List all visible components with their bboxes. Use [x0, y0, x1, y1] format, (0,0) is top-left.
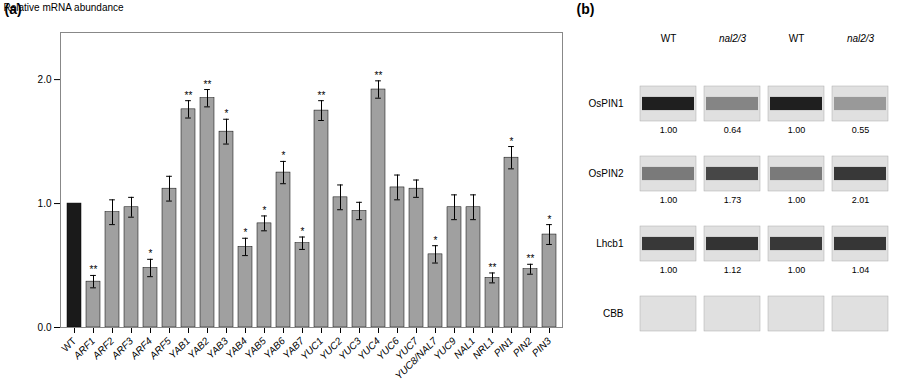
svg-text:*: * — [282, 150, 286, 161]
svg-text:0.55: 0.55 — [852, 124, 870, 134]
svg-text:YUC7: YUC7 — [393, 335, 421, 362]
svg-text:**: ** — [185, 90, 193, 101]
svg-text:YUC3: YUC3 — [336, 335, 364, 362]
svg-text:YAB7: YAB7 — [280, 335, 307, 361]
svg-text:PIN2: PIN2 — [511, 335, 535, 359]
svg-text:nal2/3: nal2/3 — [847, 33, 875, 44]
svg-text:1.00: 1.00 — [660, 124, 678, 134]
svg-text:OsPIN1: OsPIN1 — [588, 98, 623, 109]
svg-text:*: * — [225, 108, 229, 119]
svg-text:*: * — [263, 205, 267, 216]
svg-text:YAB5: YAB5 — [242, 335, 269, 361]
svg-text:1.00: 1.00 — [788, 264, 806, 274]
svg-text:YAB4: YAB4 — [223, 335, 250, 361]
svg-text:PIN3: PIN3 — [530, 335, 554, 359]
svg-text:Lhcb1: Lhcb1 — [596, 238, 624, 249]
svg-text:**: ** — [375, 70, 383, 81]
svg-text:ARF1: ARF1 — [71, 335, 98, 362]
svg-text:WT: WT — [789, 33, 805, 44]
svg-text:1.12: 1.12 — [724, 264, 742, 274]
svg-text:*: * — [244, 227, 248, 238]
svg-text:ARF4: ARF4 — [128, 335, 155, 362]
svg-text:CBB: CBB — [603, 308, 624, 319]
svg-text:YAB2: YAB2 — [185, 335, 212, 361]
svg-text:1.73: 1.73 — [724, 194, 742, 204]
svg-text:(a): (a) — [5, 1, 22, 17]
svg-text:1.00: 1.00 — [788, 194, 806, 204]
svg-text:YAB3: YAB3 — [204, 335, 231, 361]
svg-text:1.04: 1.04 — [852, 264, 870, 274]
svg-text:YUC2: YUC2 — [317, 335, 345, 362]
svg-text:1.00: 1.00 — [788, 124, 806, 134]
svg-text:YUC9: YUC9 — [432, 335, 459, 362]
svg-text:YUC8/NAL7: YUC8/NAL7 — [393, 335, 440, 382]
svg-text:1.0: 1.0 — [38, 198, 52, 209]
svg-text:WT: WT — [661, 33, 677, 44]
svg-text:0.0: 0.0 — [38, 322, 52, 333]
svg-text:*: * — [149, 248, 153, 259]
svg-text:*: * — [548, 214, 552, 225]
svg-text:NRL1: NRL1 — [470, 335, 496, 361]
svg-text:ARF3: ARF3 — [109, 335, 136, 362]
svg-text:**: ** — [318, 90, 326, 101]
svg-text:0.64: 0.64 — [724, 124, 742, 134]
svg-text:*: * — [434, 235, 438, 246]
svg-text:2.01: 2.01 — [852, 194, 870, 204]
svg-text:nal2/3: nal2/3 — [719, 33, 747, 44]
svg-text:**: ** — [527, 253, 535, 264]
svg-text:WT: WT — [59, 335, 79, 354]
svg-text:NAL1: NAL1 — [451, 335, 478, 361]
svg-text:ARF2: ARF2 — [90, 335, 117, 362]
svg-text:2.0: 2.0 — [38, 74, 52, 85]
svg-text:YAB6: YAB6 — [261, 335, 288, 361]
svg-text:YUC4: YUC4 — [355, 335, 383, 362]
svg-text:*: * — [510, 136, 514, 147]
svg-text:YAB1: YAB1 — [166, 335, 193, 361]
svg-text:YUC6: YUC6 — [374, 335, 402, 362]
svg-text:(b): (b) — [577, 1, 595, 17]
svg-text:*: * — [301, 226, 305, 237]
svg-text:**: ** — [90, 264, 98, 275]
svg-text:1.00: 1.00 — [660, 194, 678, 204]
svg-text:Relative mRNA abundance: Relative mRNA abundance — [3, 1, 124, 13]
svg-text:**: ** — [204, 79, 212, 90]
svg-text:YUC1: YUC1 — [298, 335, 326, 362]
svg-text:**: ** — [489, 262, 497, 273]
svg-text:ARF5: ARF5 — [147, 335, 174, 362]
svg-text:OsPIN2: OsPIN2 — [588, 168, 623, 179]
svg-text:1.00: 1.00 — [660, 264, 678, 274]
svg-text:PIN1: PIN1 — [492, 335, 516, 359]
